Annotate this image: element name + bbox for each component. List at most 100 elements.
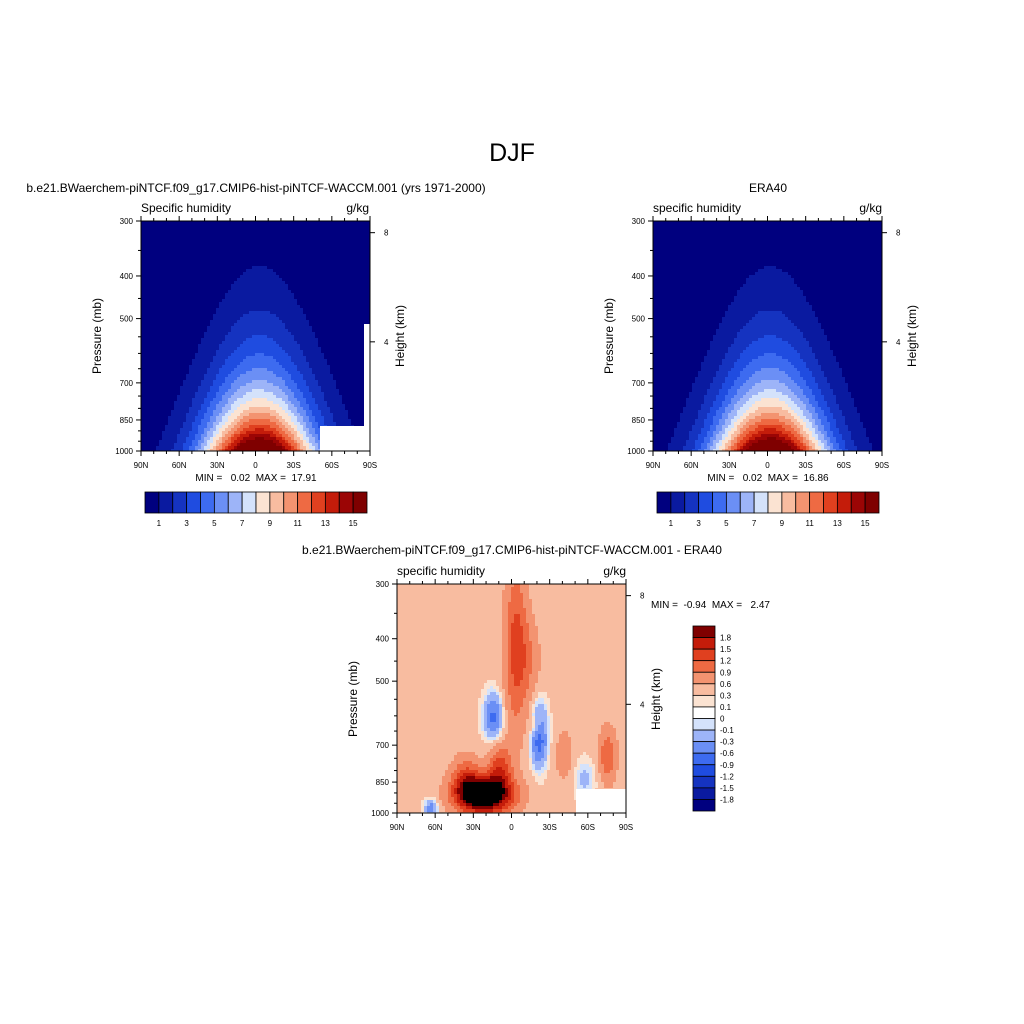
heatmap-cell — [255, 329, 259, 333]
heatmap-cell — [204, 233, 208, 237]
heatmap-cell — [240, 353, 244, 357]
heatmap-cell — [237, 284, 241, 288]
heatmap-cell — [159, 329, 163, 333]
heatmap-cell — [291, 287, 295, 291]
heatmap-cell — [333, 389, 337, 393]
heatmap-cell — [345, 386, 349, 390]
heatmap-cell — [348, 365, 352, 369]
heatmap-cell — [297, 257, 301, 261]
heatmap-cell — [225, 266, 229, 270]
heatmap-cell — [141, 410, 145, 414]
heatmap-cell — [147, 386, 151, 390]
heatmap-cell — [144, 338, 148, 342]
heatmap-cell — [240, 407, 244, 411]
heatmap-cell — [207, 365, 211, 369]
heatmap-cell — [207, 260, 211, 264]
heatmap-cell — [219, 302, 223, 306]
heatmap-cell — [165, 338, 169, 342]
heatmap-cell — [258, 281, 262, 285]
heatmap-cell — [234, 254, 238, 258]
heatmap-cell — [294, 230, 298, 234]
heatmap-cell — [231, 302, 235, 306]
heatmap-cell — [183, 257, 187, 261]
heatmap-cell — [276, 281, 280, 285]
heatmap-cell — [315, 371, 319, 375]
heatmap-cell — [171, 242, 175, 246]
heatmap-cell — [258, 311, 262, 315]
heatmap-cell — [159, 257, 163, 261]
heatmap-cell — [246, 389, 250, 393]
heatmap-cell — [336, 260, 340, 264]
heatmap-cell — [204, 251, 208, 255]
heatmap-cell — [189, 221, 193, 225]
heatmap-cell — [258, 230, 262, 234]
heatmap-cell — [345, 383, 349, 387]
heatmap-cell — [330, 386, 334, 390]
heatmap-cell — [177, 221, 181, 225]
heatmap-cell — [306, 299, 310, 303]
heatmap-cell — [327, 251, 331, 255]
heatmap-cell — [147, 275, 151, 279]
heatmap-cell — [321, 404, 325, 408]
heatmap-cell — [336, 287, 340, 291]
heatmap-cell — [213, 413, 217, 417]
heatmap-cell — [189, 368, 193, 372]
heatmap-cell — [327, 353, 331, 357]
heatmap-cell — [189, 365, 193, 369]
heatmap-cell — [330, 296, 334, 300]
heatmap-cell — [183, 383, 187, 387]
heatmap-cell — [147, 284, 151, 288]
heatmap-cell — [351, 356, 355, 360]
heatmap-cell — [273, 251, 277, 255]
heatmap-cell — [153, 383, 157, 387]
heatmap-cell — [255, 269, 259, 273]
heatmap-cell — [342, 332, 346, 336]
heatmap-cell — [168, 344, 172, 348]
heatmap-cell — [243, 314, 247, 318]
heatmap-cell — [201, 296, 205, 300]
heatmap-cell — [279, 275, 283, 279]
heatmap-cell — [330, 272, 334, 276]
heatmap-cell — [345, 404, 349, 408]
heatmap-cell — [318, 359, 322, 363]
heatmap-cell — [177, 296, 181, 300]
heatmap-cell — [336, 398, 340, 402]
heatmap-cell — [186, 263, 190, 267]
heatmap-cell — [222, 278, 226, 282]
heatmap-cell — [243, 221, 247, 225]
heatmap-cell — [213, 332, 217, 336]
heatmap-cell — [231, 362, 235, 366]
heatmap-cell — [174, 257, 178, 261]
heatmap-cell — [159, 251, 163, 255]
heatmap-cell — [345, 293, 349, 297]
heatmap-cell — [156, 281, 160, 285]
heatmap-cell — [282, 320, 286, 324]
heatmap-cell — [264, 401, 268, 405]
heatmap-cell — [228, 380, 232, 384]
heatmap-cell — [270, 296, 274, 300]
heatmap-cell — [237, 398, 241, 402]
heatmap-cell — [270, 239, 274, 243]
heatmap-cell — [234, 353, 238, 357]
heatmap-cell — [336, 224, 340, 228]
heatmap-cell — [246, 281, 250, 285]
heatmap-cell — [159, 386, 163, 390]
heatmap-cell — [156, 386, 160, 390]
heatmap-cell — [216, 389, 220, 393]
heatmap-cell — [306, 401, 310, 405]
heatmap-cell — [357, 317, 361, 321]
heatmap-cell — [270, 323, 274, 327]
heatmap-cell — [279, 341, 283, 345]
heatmap-cell — [225, 389, 229, 393]
heatmap-cell — [192, 281, 196, 285]
heatmap-cell — [282, 344, 286, 348]
heatmap-cell — [258, 260, 262, 264]
heatmap-cell — [141, 284, 145, 288]
heatmap-cell — [171, 392, 175, 396]
heatmap-cell — [282, 308, 286, 312]
heatmap-cell — [315, 401, 319, 405]
heatmap-cell — [183, 299, 187, 303]
heatmap-cell — [297, 353, 301, 357]
heatmap-cell — [294, 221, 298, 225]
heatmap-cell — [285, 278, 289, 282]
